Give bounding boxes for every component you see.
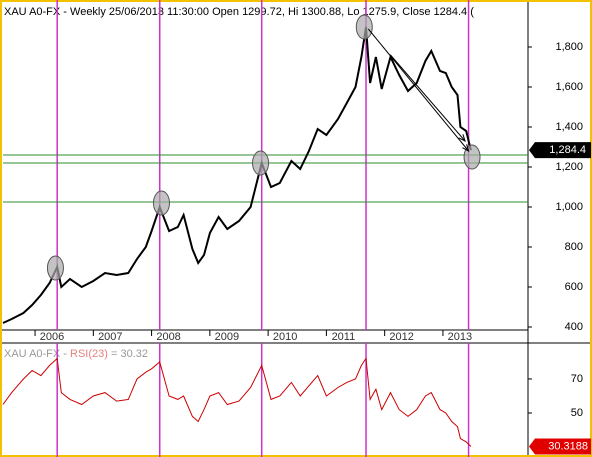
arrow-head	[458, 134, 466, 142]
y-tick-label: 1,000	[555, 201, 583, 213]
x-tick-label: 2010	[273, 331, 297, 343]
series-line	[2, 26, 472, 324]
highlight-circle	[355, 14, 373, 40]
y-tick-label: 600	[565, 281, 583, 293]
x-tick-label: 2009	[215, 331, 239, 343]
last-value-box	[529, 142, 591, 159]
y-tick-label: 70	[571, 373, 583, 385]
x-tick-label: 2008	[156, 331, 180, 343]
trend-arrow	[390, 54, 466, 142]
last-value-label: 1,284.4	[549, 144, 586, 156]
last-value-box	[529, 438, 591, 455]
rsi-title-part: = 30.32	[108, 348, 148, 360]
y-tick-label: 400	[565, 321, 583, 333]
x-tick-label: 2006	[40, 331, 64, 343]
highlight-circle	[252, 150, 270, 176]
x-tick-label: 2011	[332, 331, 356, 343]
highlight-circle	[46, 255, 64, 281]
trend-arrow	[367, 28, 469, 152]
rsi-title-part: XAU A0-FX -	[4, 348, 70, 360]
highlight-circle	[152, 190, 170, 216]
rsi-title-part: RSI(23)	[70, 348, 108, 360]
y-tick-label: 800	[565, 241, 583, 253]
rsi-title: XAU A0-FX - RSI(23) = 30.32	[4, 348, 148, 360]
x-tick-label: 2012	[389, 331, 413, 343]
chart-title: XAU A0-FX - Weekly 25/06/2013 11:30:00 O…	[4, 6, 474, 18]
x-tick-label: 2007	[98, 331, 122, 343]
x-tick-label: 2013	[448, 331, 472, 343]
series-line	[2, 357, 472, 447]
y-tick-label: 1,800	[555, 41, 583, 53]
y-tick-label: 1,600	[555, 81, 583, 93]
last-value-label: 30.3188	[548, 440, 588, 452]
y-tick-label: 1,400	[555, 121, 583, 133]
arrow-head	[462, 144, 470, 153]
y-tick-label: 50	[571, 407, 583, 419]
y-tick-label: 1,200	[555, 161, 583, 173]
